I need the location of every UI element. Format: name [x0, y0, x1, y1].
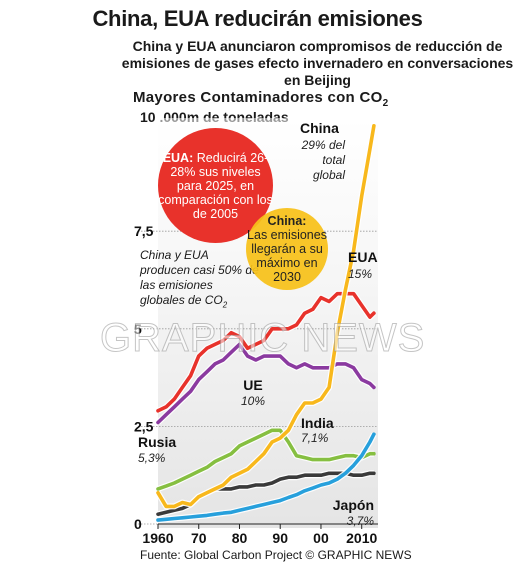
- share-note-text: China y EUA producen casi 50% de las emi…: [140, 248, 259, 307]
- series-share-china-line: global: [313, 168, 345, 182]
- series-label-india: India: [301, 415, 334, 431]
- series-share-ue: 10%: [241, 394, 265, 408]
- series-share-eua: 15%: [348, 267, 372, 281]
- share-note: China y EUA producen casi 50% de las emi…: [140, 248, 260, 312]
- series-label-rusia: Rusia: [138, 434, 176, 450]
- series-share-japon: 3,7%: [347, 514, 375, 528]
- series-line-china: [156, 124, 376, 509]
- share-note-subscript: 2: [222, 300, 228, 310]
- series-share-rusia: 5,3%: [138, 451, 166, 465]
- series-label-china: China: [300, 120, 339, 136]
- y-tick-label: 0: [134, 516, 142, 532]
- series-line-ue: [156, 342, 376, 425]
- x-tick-label: 90: [272, 530, 288, 546]
- x-tick-label: 2010: [346, 530, 377, 546]
- china-target-bubble: China: Las emisiones llegarán a su máximo…: [246, 208, 328, 290]
- x-tick-label: 00: [313, 530, 329, 546]
- eua-bubble-text: Reducirá 26-28% sus niveles para 2025, e…: [158, 150, 273, 221]
- eua-bubble-title: EUA:: [162, 150, 194, 165]
- headline: China, EUA reducirán emisiones: [92, 6, 423, 31]
- section-title-subscript: 2: [382, 98, 389, 109]
- china-bubble-text: Las emisiones llegarán a su máximo en 20…: [247, 228, 327, 284]
- series-label-japon: Japón: [333, 497, 374, 513]
- series-share-china-line: 29% del: [301, 138, 346, 152]
- x-tick-label: 1960: [142, 530, 173, 546]
- series-line-rusia: [156, 428, 376, 491]
- series-lines: [155, 124, 377, 524]
- x-tick-label: 70: [191, 530, 207, 546]
- china-bubble-title: China:: [267, 214, 307, 228]
- series-line-india: [156, 432, 376, 522]
- series-label-eua: EUA: [348, 249, 378, 265]
- series-label-ue: UE: [243, 377, 262, 393]
- x-tick-label: 80: [232, 530, 248, 546]
- series-line-eua: [156, 291, 376, 413]
- source-line: Fuente: Global Carbon Project © GRAPHIC …: [140, 548, 412, 562]
- series-share-india: 7,1%: [301, 431, 329, 445]
- section-title: Mayores Contaminadores con CO2: [133, 89, 388, 109]
- y-tick-label: 7,5: [134, 223, 154, 239]
- section-title-text: Mayores Contaminadores con CO: [133, 89, 383, 106]
- y-tick-label: 2,5: [134, 418, 154, 434]
- y-tick-label: 5: [134, 321, 142, 337]
- intro-text: China y EUA anunciaron compromisos de re…: [121, 38, 514, 88]
- series-share-china-line: total: [322, 153, 345, 167]
